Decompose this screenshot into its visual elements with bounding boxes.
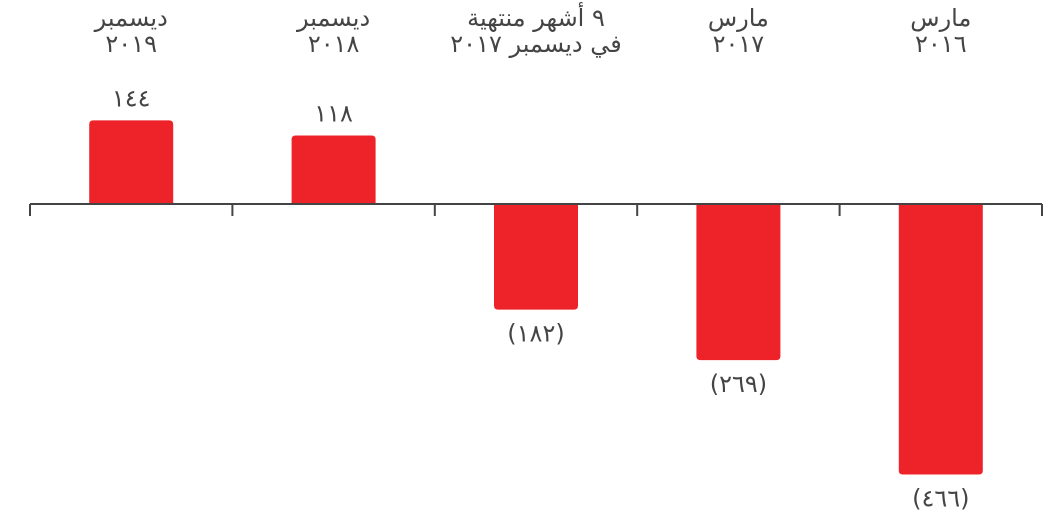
bar bbox=[696, 204, 781, 361]
category-label: ٢٠١٩ bbox=[105, 30, 157, 58]
category-label: ديسمبر bbox=[296, 4, 370, 32]
category-label: ٩ أشهر منتهية bbox=[467, 2, 605, 32]
category-label: مارس bbox=[910, 4, 971, 32]
category-label: ٢٠١٦ bbox=[915, 30, 967, 58]
bar bbox=[89, 120, 174, 204]
bars bbox=[89, 120, 983, 475]
category-label: مارس bbox=[708, 4, 769, 32]
data-label: ١٤٤ bbox=[112, 84, 151, 112]
value-labels: ١٤٤ ١١٨ (١٨٢) (٢٦٩) (٤٦٦) bbox=[112, 84, 970, 512]
data-label: ١١٨ bbox=[314, 100, 353, 128]
category-label: ٢٠١٨ bbox=[308, 30, 360, 58]
bar bbox=[291, 135, 376, 204]
bar bbox=[494, 204, 578, 310]
x-axis bbox=[29, 203, 1043, 216]
data-label: (٤٦٦) bbox=[912, 485, 969, 513]
data-label: (٢٦٩) bbox=[710, 370, 767, 398]
category-label: ٢٠١٧ bbox=[713, 30, 765, 58]
bar bbox=[898, 204, 983, 475]
data-label: (١٨٢) bbox=[507, 320, 564, 348]
category-label: في ديسمبر ٢٠١٧ bbox=[450, 30, 621, 58]
category-label: ديسمبر bbox=[94, 4, 168, 32]
